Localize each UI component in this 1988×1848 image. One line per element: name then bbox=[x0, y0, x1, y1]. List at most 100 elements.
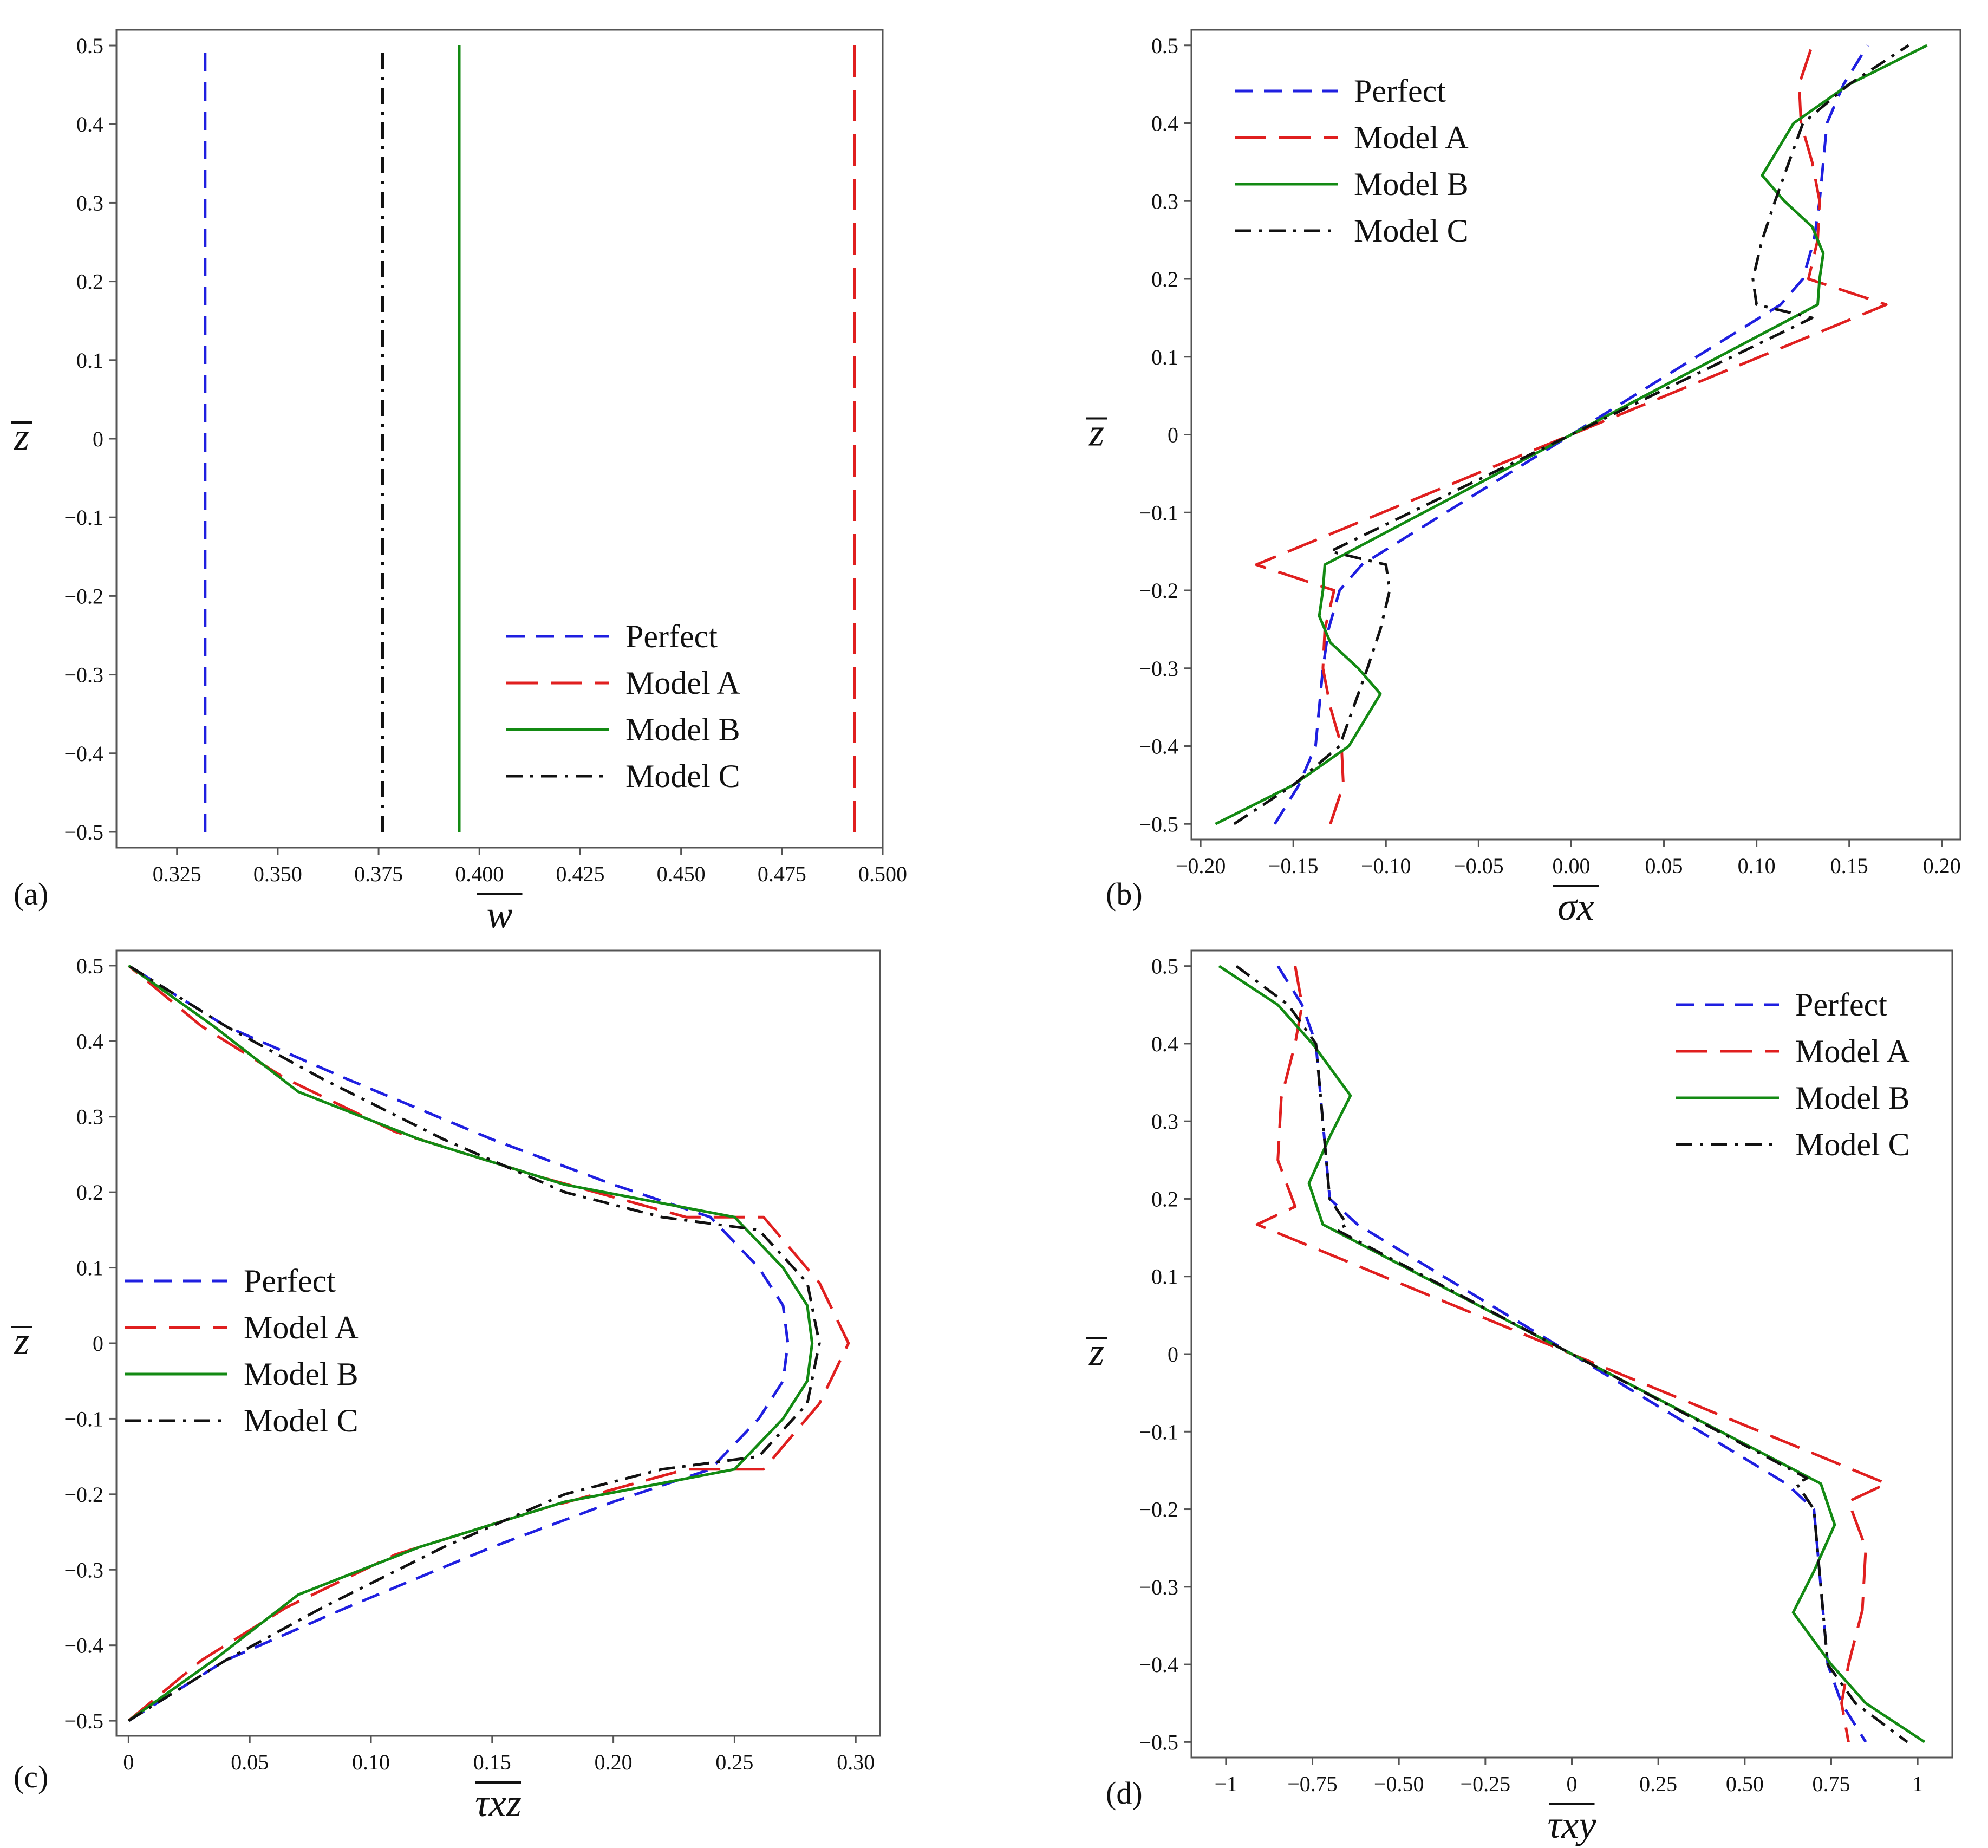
y-tick-label: −0.3 bbox=[1139, 656, 1178, 681]
y-tick-label: 0.1 bbox=[1151, 345, 1178, 369]
y-tick-label: −0.4 bbox=[64, 741, 103, 766]
x-tick-label: 1 bbox=[1912, 1772, 1923, 1796]
y-tick-label: 0 bbox=[93, 427, 103, 451]
series-line-model-b bbox=[1215, 44, 1928, 825]
series-line-model-c bbox=[1233, 44, 1909, 825]
legend-label-model-b: Model B bbox=[625, 712, 740, 747]
legend-label-perfect: Perfect bbox=[1354, 73, 1446, 109]
x-tick-label: 0.10 bbox=[352, 1750, 390, 1774]
y-tick-label: 0.3 bbox=[1151, 1109, 1178, 1134]
y-tick-label: −0.5 bbox=[1139, 1730, 1178, 1754]
x-tick-label: −0.75 bbox=[1287, 1772, 1338, 1796]
x-tick-label: 0.500 bbox=[858, 862, 907, 886]
y-tick-label: 0.5 bbox=[1151, 954, 1178, 979]
y-tick-label: 0.2 bbox=[1151, 267, 1178, 291]
series-line-model-b bbox=[127, 964, 814, 1722]
x-tick-label: 0.475 bbox=[758, 862, 806, 886]
x-tick-label: 0 bbox=[1567, 1772, 1578, 1796]
y-tick-label: −0.5 bbox=[64, 1709, 103, 1733]
panel-c: 0.50.40.30.20.10−0.1−0.2−0.3−0.4−0.50 0.0… bbox=[11, 949, 881, 1825]
x-axis-label: σx bbox=[1557, 885, 1594, 928]
y-tick-label: −0.4 bbox=[64, 1634, 103, 1658]
x-tick-label: 0.75 bbox=[1812, 1772, 1850, 1796]
legend: Perfect Model A Model B Model C bbox=[125, 1263, 359, 1439]
y-tick-label: −0.1 bbox=[1139, 1420, 1178, 1444]
y-tick-label: −0.2 bbox=[64, 584, 103, 608]
x-tick-label: 0.20 bbox=[1923, 854, 1961, 878]
legend-label-model-c: Model C bbox=[1795, 1127, 1910, 1162]
legend-label-model-a: Model A bbox=[625, 665, 740, 701]
legend-label-model-b: Model B bbox=[244, 1356, 359, 1392]
x-tick-label: 0.25 bbox=[715, 1750, 753, 1774]
panel-label: (b) bbox=[1106, 876, 1143, 912]
x-tick-label: 0.05 bbox=[1645, 854, 1683, 878]
x-tick-label: 0.25 bbox=[1639, 1772, 1677, 1796]
y-tick-label: 0.2 bbox=[1151, 1187, 1178, 1211]
legend-label-model-c: Model C bbox=[625, 758, 740, 794]
x-axis-label: τxz bbox=[475, 1781, 522, 1825]
x-tick-label: −0.20 bbox=[1176, 854, 1226, 878]
x-tick-label: 0.10 bbox=[1738, 854, 1776, 878]
legend: Perfect Model A Model B Model C bbox=[506, 619, 740, 794]
y-tick-label: −0.2 bbox=[1139, 578, 1178, 603]
plot-frame bbox=[115, 29, 884, 849]
x-tick-label: 0.00 bbox=[1552, 854, 1590, 878]
series-line-model-b bbox=[1218, 965, 1926, 1743]
plot-frame bbox=[1190, 29, 1961, 841]
x-tick-label: −1 bbox=[1215, 1772, 1238, 1796]
legend-label-perfect: Perfect bbox=[244, 1263, 336, 1299]
y-tick-label: 0.4 bbox=[1151, 1032, 1178, 1056]
legend-label-model-a: Model A bbox=[1795, 1033, 1910, 1069]
y-tick-label: 0.5 bbox=[76, 954, 103, 978]
y-tick-label: −0.4 bbox=[1139, 734, 1178, 759]
y-tick-label: −0.3 bbox=[64, 663, 103, 687]
panel-label: (c) bbox=[14, 1759, 48, 1794]
x-tick-label: 0.20 bbox=[595, 1750, 633, 1774]
series-line-model-c bbox=[1235, 965, 1908, 1743]
panel-a: 0.5 0.4 0.3 0.2 0.1 0 −0.1 −0.2 −0.3 −0.4 −0.5 0.32… bbox=[11, 29, 907, 936]
y-tick-label: 0.3 bbox=[1151, 189, 1178, 213]
y-tick-label: 0 bbox=[1168, 423, 1178, 447]
y-tick-label: 0.1 bbox=[76, 348, 103, 373]
y-tick-label: −0.2 bbox=[1139, 1498, 1178, 1522]
y-tick-label: 0.5 bbox=[76, 34, 103, 58]
x-tick-label: 0.50 bbox=[1726, 1772, 1764, 1796]
y-tick-label: 0 bbox=[93, 1331, 103, 1356]
y-tick-label: 0.1 bbox=[1151, 1265, 1178, 1289]
x-tick-label: −0.05 bbox=[1453, 854, 1504, 878]
legend-label-perfect: Perfect bbox=[1795, 987, 1887, 1023]
panel-label: (d) bbox=[1106, 1775, 1143, 1811]
legend: Perfect Model A Model B Model C bbox=[1235, 73, 1469, 249]
x-tick-label: −0.25 bbox=[1461, 1772, 1511, 1796]
legend-label-model-c: Model C bbox=[244, 1403, 359, 1439]
x-tick-label: −0.10 bbox=[1361, 854, 1411, 878]
legend-label-model-a: Model A bbox=[244, 1310, 359, 1345]
series-line-model-a bbox=[127, 964, 850, 1722]
y-tick-label: 0.3 bbox=[76, 1105, 103, 1129]
x-tick-label: −0.50 bbox=[1374, 1772, 1424, 1796]
x-tick-label: 0.425 bbox=[556, 862, 604, 886]
x-tick-label: 0.325 bbox=[153, 862, 201, 886]
x-tick-label: 0.450 bbox=[657, 862, 706, 886]
legend-label-perfect: Perfect bbox=[625, 619, 718, 654]
y-tick-label: 0.2 bbox=[76, 270, 103, 294]
x-tick-label: 0.05 bbox=[231, 1750, 269, 1774]
x-tick-label: 0 bbox=[123, 1750, 134, 1774]
x-tick-label: 0.30 bbox=[837, 1750, 875, 1774]
y-tick-label: −0.1 bbox=[64, 505, 103, 530]
y-tick-label: 0.3 bbox=[76, 191, 103, 215]
legend-label-model-c: Model C bbox=[1354, 213, 1469, 249]
y-tick-label: −0.3 bbox=[64, 1558, 103, 1582]
x-tick-label: 0.15 bbox=[473, 1750, 511, 1774]
y-tick-label: −0.5 bbox=[64, 820, 103, 844]
y-tick-label: −0.5 bbox=[1139, 812, 1178, 836]
series-line-model-a bbox=[1255, 45, 1888, 825]
legend: Perfect Model A Model B Model C bbox=[1676, 987, 1910, 1162]
series-line-perfect bbox=[128, 964, 790, 1722]
series-line-model-c bbox=[128, 964, 821, 1722]
legend-label-model-a: Model A bbox=[1354, 120, 1469, 155]
y-tick-label: 0 bbox=[1168, 1342, 1178, 1367]
x-tick-label: 0.350 bbox=[253, 862, 302, 886]
x-axis-label: w bbox=[486, 893, 512, 936]
